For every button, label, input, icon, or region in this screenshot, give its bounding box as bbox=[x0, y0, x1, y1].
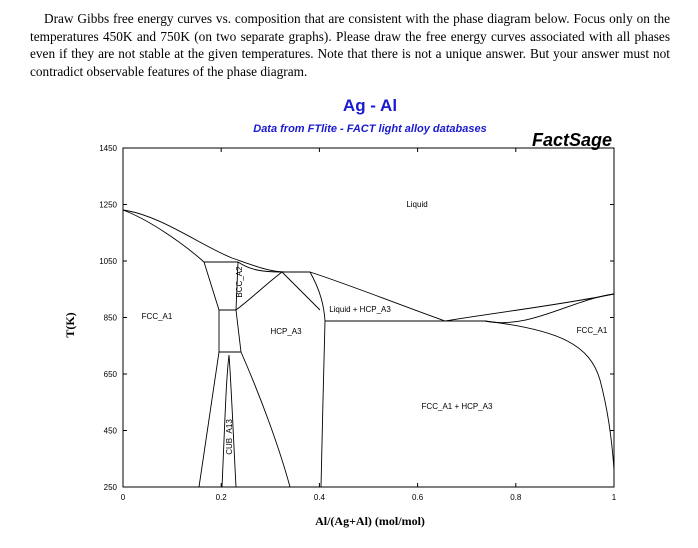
plot-frame bbox=[122, 147, 615, 488]
figure-subtitle: Data from FTlite - FACT light alloy data… bbox=[253, 123, 486, 135]
phase-label: Liquid + HCP_A3 bbox=[329, 305, 391, 314]
y-axis-label: T(K) bbox=[63, 312, 77, 337]
phase-label: FCC_A1 + HCP_A3 bbox=[422, 402, 493, 411]
figure-title: Ag - Al bbox=[343, 96, 397, 115]
problem-text: Draw Gibbs free energy curves vs. compos… bbox=[30, 11, 670, 79]
phase-boundaries bbox=[122, 209, 615, 488]
x-tick-label: 0 bbox=[121, 493, 126, 502]
phase-label: BCC_A2 bbox=[235, 266, 244, 298]
phase-label: HCP_A3 bbox=[270, 327, 302, 336]
y-tick-label: 650 bbox=[104, 370, 118, 379]
x-tick-label: 0.8 bbox=[510, 493, 522, 502]
phase-label: FCC_A1 bbox=[142, 312, 173, 321]
brand: FactSage bbox=[532, 130, 612, 150]
x-tick-label: 1 bbox=[612, 493, 617, 502]
phase-label: CUB_A13 bbox=[225, 419, 234, 455]
y-tick-label: 1250 bbox=[99, 201, 117, 210]
x-tick-label: 0.2 bbox=[216, 493, 228, 502]
y-tick-label: 850 bbox=[104, 314, 118, 323]
y-tick-label: 1450 bbox=[99, 144, 117, 153]
x-axis-label: Al/(Ag+Al) (mol/mol) bbox=[315, 514, 425, 528]
y-tick-label: 1050 bbox=[99, 257, 117, 266]
phase-labels: Liquid FCC_A1 BCC_A2 HCP_A3 Liquid + HCP_A3 F… bbox=[142, 200, 608, 455]
x-tick-label: 0.6 bbox=[412, 493, 424, 502]
phase-label: FCC_A1 bbox=[577, 326, 608, 335]
y-tick-label: 450 bbox=[104, 427, 118, 436]
phase-label: Liquid bbox=[406, 200, 427, 209]
y-tick-label: 250 bbox=[104, 483, 118, 492]
x-tick-label: 0.4 bbox=[314, 493, 326, 502]
